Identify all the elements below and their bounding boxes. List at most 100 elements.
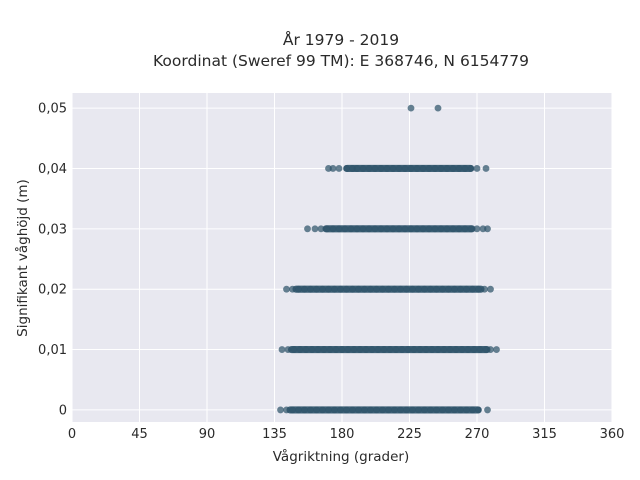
data-point (308, 346, 316, 353)
data-point (335, 225, 343, 233)
data-point (467, 225, 475, 233)
x-tick-label: 270 (465, 427, 490, 442)
data-point (329, 225, 337, 233)
data-point (407, 104, 415, 112)
data-points (277, 104, 500, 414)
data-point (311, 225, 319, 233)
data-point (361, 285, 368, 293)
data-point (455, 225, 463, 233)
data-point (461, 165, 469, 172)
data-point (440, 346, 448, 353)
y-axis-label: Signifikant våghöjd (m) (14, 179, 31, 337)
data-point (380, 346, 388, 353)
data-point (385, 285, 392, 293)
data-point (379, 406, 386, 414)
data-point (365, 165, 373, 172)
data-point (461, 225, 469, 233)
data-point (362, 346, 370, 353)
data-point (314, 346, 322, 353)
data-point (277, 406, 284, 414)
x-tick-label: 180 (330, 427, 355, 442)
data-point (403, 285, 410, 293)
data-point (323, 225, 331, 233)
data-point (301, 406, 308, 414)
data-point (419, 165, 427, 172)
data-point (325, 406, 332, 414)
data-point (289, 285, 296, 293)
data-point (341, 225, 349, 233)
data-point (353, 225, 361, 233)
data-point (484, 406, 491, 414)
data-point (313, 285, 320, 293)
data-point (355, 406, 362, 414)
data-point (347, 225, 355, 233)
data-point (482, 165, 490, 172)
data-point (383, 225, 391, 233)
data-point (349, 285, 356, 293)
data-point (391, 406, 398, 414)
data-point (427, 406, 434, 414)
data-point (373, 285, 380, 293)
data-point (343, 285, 350, 293)
data-point (416, 346, 424, 353)
data-point (332, 346, 340, 353)
data-point (407, 225, 415, 233)
x-tick-label: 0 (68, 427, 76, 442)
data-point (463, 285, 470, 293)
data-point (464, 346, 472, 353)
data-point (337, 406, 344, 414)
data-point (356, 346, 364, 353)
data-point (349, 406, 356, 414)
data-point (331, 406, 338, 414)
data-point (475, 285, 482, 293)
y-tick-label: 0 (59, 403, 67, 418)
data-point (445, 406, 452, 414)
data-point (452, 346, 460, 353)
data-point (428, 346, 436, 353)
data-point (353, 165, 361, 172)
data-point (397, 285, 404, 293)
data-point (398, 346, 406, 353)
data-point (367, 285, 374, 293)
data-point (383, 165, 391, 172)
data-point (439, 406, 446, 414)
data-point (457, 285, 464, 293)
data-point (295, 406, 302, 414)
data-point (419, 225, 427, 233)
data-point (457, 406, 464, 414)
data-point (335, 165, 343, 172)
data-point (355, 285, 362, 293)
data-point (307, 285, 314, 293)
data-point (451, 285, 458, 293)
data-point (484, 225, 491, 233)
data-point (481, 285, 488, 293)
data-point (389, 225, 397, 233)
data-point (361, 406, 368, 414)
data-point (289, 406, 296, 414)
data-point (413, 225, 421, 233)
data-point (451, 406, 458, 414)
data-point (445, 285, 452, 293)
data-point (407, 165, 415, 172)
data-point (413, 165, 421, 172)
data-point (367, 406, 374, 414)
data-point (385, 406, 392, 414)
y-tick-label: 0,05 (38, 102, 67, 117)
data-point (473, 225, 481, 233)
data-point (295, 285, 302, 293)
data-point (319, 406, 326, 414)
data-point (371, 165, 379, 172)
chart-subtitle: Koordinat (Sweref 99 TM): E 368746, N 61… (153, 52, 529, 70)
data-point (427, 285, 434, 293)
data-point (473, 165, 481, 172)
data-point (422, 346, 430, 353)
data-point (359, 165, 367, 172)
y-axis-ticks: 0 0,01 0,02 0,03 0,04 0,05 (38, 102, 67, 419)
data-point (409, 406, 416, 414)
data-point (374, 346, 382, 353)
data-point (467, 165, 475, 172)
data-point (431, 165, 439, 172)
data-point (487, 285, 494, 293)
data-point (278, 346, 286, 353)
